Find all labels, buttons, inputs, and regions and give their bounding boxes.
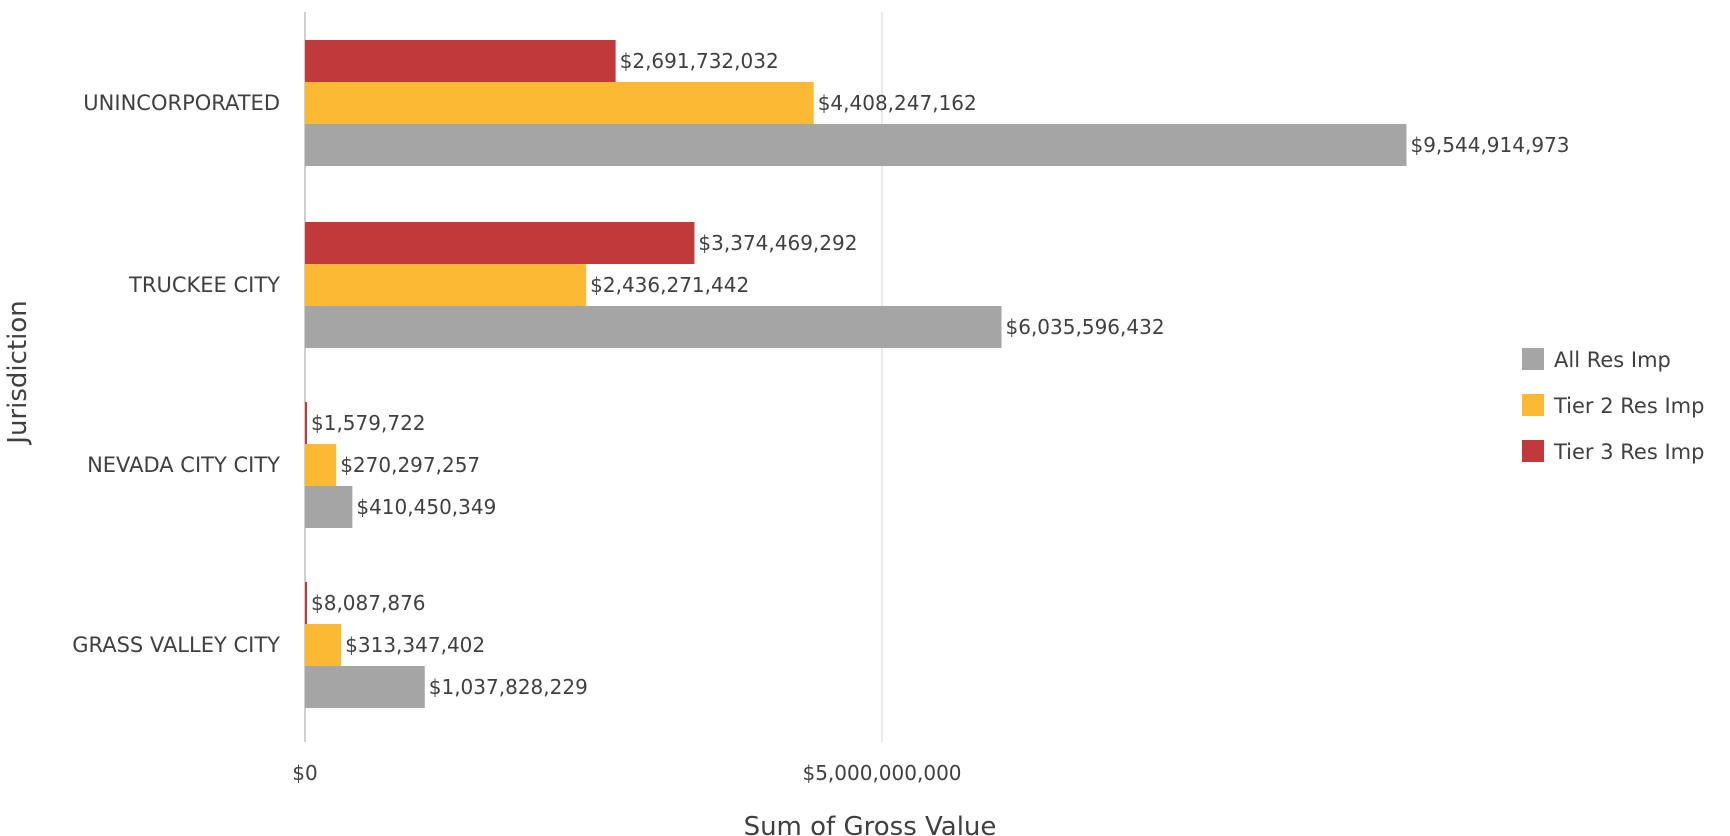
data-label-truckee-city-tier-2-res-imp: $2,436,271,442 bbox=[590, 273, 749, 297]
data-label-nevada-city-city-tier-3-res-imp: $1,579,722 bbox=[311, 411, 426, 435]
bar-unincorporated-tier-2-res-imp bbox=[305, 82, 814, 124]
data-label-grass-valley-city-all-res-imp: $1,037,828,229 bbox=[429, 675, 588, 699]
category-label-grass-valley-city: GRASS VALLEY CITY bbox=[72, 633, 280, 657]
category-labels: UNINCORPORATED TRUCKEE CITY NEVADA CITY CI… bbox=[72, 91, 280, 657]
data-label-nevada-city-city-tier-2-res-imp: $270,297,257 bbox=[340, 453, 480, 477]
data-label-grass-valley-city-tier-2-res-imp: $313,347,402 bbox=[345, 633, 485, 657]
data-label-grass-valley-city-tier-3-res-imp: $8,087,876 bbox=[311, 591, 426, 615]
bar-grass-valley-city-all-res-imp bbox=[305, 666, 425, 708]
bar-unincorporated-all-res-imp bbox=[305, 124, 1407, 166]
legend-swatch-tier-2-res-imp bbox=[1522, 394, 1544, 416]
bar-nevada-city-city-tier-3-res-imp bbox=[305, 402, 307, 444]
bars bbox=[305, 40, 1407, 708]
legend-label-tier-3-res-imp: Tier 3 Res Imp bbox=[1553, 440, 1704, 464]
category-label-unincorporated: UNINCORPORATED bbox=[83, 91, 280, 115]
category-label-truckee-city: TRUCKEE CITY bbox=[128, 273, 280, 297]
data-label-unincorporated-tier-3-res-imp: $2,691,732,032 bbox=[620, 49, 779, 73]
legend-swatch-tier-3-res-imp bbox=[1522, 440, 1544, 462]
legend-label-all-res-imp: All Res Imp bbox=[1554, 348, 1671, 372]
bar-unincorporated-tier-3-res-imp bbox=[305, 40, 616, 82]
data-label-truckee-city-tier-3-res-imp: $3,374,469,292 bbox=[698, 231, 857, 255]
data-labels: $2,691,732,032 $4,408,247,162 $9,544,914,9… bbox=[311, 49, 1570, 699]
bar-grass-valley-city-tier-3-res-imp bbox=[305, 582, 307, 624]
bar-truckee-city-all-res-imp bbox=[305, 306, 1002, 348]
data-label-unincorporated-tier-2-res-imp: $4,408,247,162 bbox=[818, 91, 977, 115]
data-label-unincorporated-all-res-imp: $9,544,914,973 bbox=[1410, 133, 1569, 157]
legend-label-tier-2-res-imp: Tier 2 Res Imp bbox=[1553, 394, 1704, 418]
x-axis-title: Sum of Gross Value bbox=[744, 812, 997, 836]
x-tick-labels: $0 $5,000,000,000 bbox=[292, 761, 961, 785]
legend-swatch-all-res-imp bbox=[1522, 348, 1544, 370]
bar-nevada-city-city-all-res-imp bbox=[305, 486, 353, 528]
y-axis-title: Jurisdiction bbox=[3, 300, 33, 445]
bar-truckee-city-tier-2-res-imp bbox=[305, 264, 587, 306]
bar-truckee-city-tier-3-res-imp bbox=[305, 222, 695, 264]
legend: All Res Imp Tier 2 Res Imp Tier 3 Res Imp bbox=[1522, 348, 1704, 464]
data-label-nevada-city-city-all-res-imp: $410,450,349 bbox=[356, 495, 496, 519]
x-tick-5-000-000-000: $5,000,000,000 bbox=[802, 761, 961, 785]
x-tick-0: $0 bbox=[292, 761, 317, 785]
data-label-truckee-city-all-res-imp: $6,035,596,432 bbox=[1006, 315, 1165, 339]
bar-grass-valley-city-tier-2-res-imp bbox=[305, 624, 342, 666]
bar-nevada-city-city-tier-2-res-imp bbox=[305, 444, 337, 486]
category-label-nevada-city-city: NEVADA CITY CITY bbox=[87, 453, 280, 477]
